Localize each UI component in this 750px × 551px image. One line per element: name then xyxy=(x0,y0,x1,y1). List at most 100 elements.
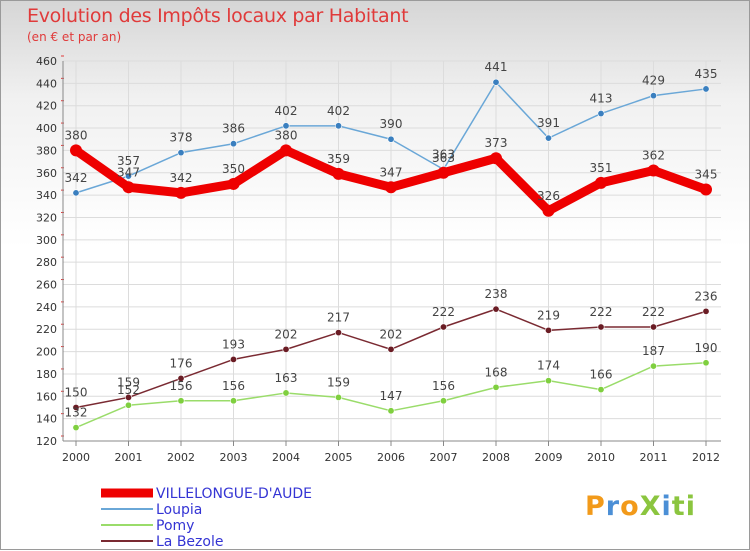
logo-letter: r xyxy=(605,491,621,522)
data-label-2-8: 168 xyxy=(485,365,508,379)
x-tick-label: 2006 xyxy=(377,451,405,464)
x-tick-label: 2010 xyxy=(587,451,615,464)
logo-letter: o xyxy=(620,491,640,522)
point-1-9 xyxy=(544,134,552,142)
point-2-1 xyxy=(125,401,133,409)
grid xyxy=(63,60,721,442)
data-label-0-12: 345 xyxy=(695,168,718,182)
y-tick-label: 320 xyxy=(36,211,57,224)
point-1-3 xyxy=(230,140,238,148)
point-1-5 xyxy=(334,122,342,130)
data-label-1-10: 413 xyxy=(590,92,613,106)
y-tick-label: 180 xyxy=(36,368,57,381)
data-label-2-1: 152 xyxy=(117,383,140,397)
data-label-2-10: 166 xyxy=(590,368,613,382)
point-2-0 xyxy=(72,424,80,432)
data-label-3-11: 222 xyxy=(642,305,665,319)
x-tick-label: 2004 xyxy=(272,451,300,464)
data-label-1-2: 378 xyxy=(170,131,193,145)
point-0-1 xyxy=(122,181,135,194)
point-2-12 xyxy=(702,359,710,367)
point-1-2 xyxy=(177,149,185,157)
data-label-0-5: 359 xyxy=(327,152,350,166)
point-2-4 xyxy=(282,389,290,397)
chart-subtitle: (en € et par an) xyxy=(27,30,122,44)
data-label-0-3: 350 xyxy=(222,162,245,176)
x-tick-label: 2009 xyxy=(535,451,563,464)
legend-label-1: Loupia xyxy=(156,502,202,518)
y-tick-label: 140 xyxy=(36,413,57,426)
x-tick-label: 2001 xyxy=(115,451,143,464)
point-1-11 xyxy=(649,92,657,100)
legend-label-0: VILLELONGUE-D'AUDE xyxy=(156,486,312,502)
data-label-3-9: 219 xyxy=(537,308,560,322)
point-1-4 xyxy=(282,122,290,130)
point-3-2 xyxy=(177,374,185,382)
x-tick-label: 2008 xyxy=(482,451,510,464)
point-1-8 xyxy=(492,78,500,86)
y-tick-label: 160 xyxy=(36,390,57,403)
data-label-3-4: 202 xyxy=(275,327,298,341)
point-2-10 xyxy=(597,386,605,394)
point-3-11 xyxy=(649,323,657,331)
data-label-2-6: 147 xyxy=(380,389,403,403)
y-tick-label: 340 xyxy=(36,189,57,202)
chart-title: Evolution des Impôts locaux par Habitant xyxy=(27,5,409,27)
data-label-2-3: 156 xyxy=(222,379,245,393)
point-1-0 xyxy=(72,189,80,197)
legend-label-3: La Bezole xyxy=(156,534,223,550)
point-2-11 xyxy=(649,362,657,370)
point-2-9 xyxy=(544,377,552,385)
point-3-5 xyxy=(334,329,342,337)
point-1-10 xyxy=(597,110,605,118)
point-3-12 xyxy=(702,307,710,315)
point-0-6 xyxy=(385,181,397,194)
y-tick-label: 420 xyxy=(36,100,57,113)
point-2-6 xyxy=(387,407,395,415)
data-label-2-9: 174 xyxy=(537,359,560,373)
data-label-0-9: 326 xyxy=(537,189,560,203)
y-tick-label: 200 xyxy=(36,346,57,359)
logo-letter: t xyxy=(671,491,686,522)
data-label-3-8: 238 xyxy=(485,287,508,301)
data-label-2-0: 132 xyxy=(65,406,88,420)
data-label-0-6: 347 xyxy=(380,165,403,179)
y-tick-label: 380 xyxy=(36,144,57,157)
point-1-1 xyxy=(125,172,133,180)
point-0-8 xyxy=(490,152,502,165)
y-tick-label: 300 xyxy=(36,234,57,247)
point-0-10 xyxy=(595,176,607,189)
data-label-0-4: 380 xyxy=(275,128,298,142)
data-label-2-7: 156 xyxy=(432,379,455,393)
point-3-4 xyxy=(282,345,290,353)
data-label-1-8: 441 xyxy=(485,60,508,74)
data-label-3-3: 193 xyxy=(222,337,245,351)
point-0-7 xyxy=(437,166,450,179)
point-0-2 xyxy=(175,186,187,199)
legend-label-2: Pomy xyxy=(156,518,194,534)
data-label-3-7: 222 xyxy=(432,305,455,319)
y-tick-label: 360 xyxy=(36,167,57,180)
data-label-3-2: 176 xyxy=(170,356,193,370)
data-label-0-0: 380 xyxy=(65,128,88,142)
point-3-7 xyxy=(439,323,447,331)
point-0-0 xyxy=(70,144,82,157)
data-label-1-3: 386 xyxy=(222,122,245,136)
data-label-0-2: 342 xyxy=(170,171,193,185)
axes: 120 140 160 180 200 220 240 260 280 300 320 340 360 3… xyxy=(36,55,721,464)
point-0-9 xyxy=(542,204,555,217)
data-label-1-6: 390 xyxy=(380,117,403,131)
point-3-0 xyxy=(72,403,80,411)
point-3-3 xyxy=(230,355,238,363)
x-tick-label: 2005 xyxy=(325,451,353,464)
point-0-12 xyxy=(700,183,712,196)
data-label-3-12: 236 xyxy=(695,289,718,303)
point-3-10 xyxy=(597,323,605,331)
data-label-2-4: 163 xyxy=(275,371,298,385)
y-tick-label: 220 xyxy=(36,323,57,336)
point-1-6 xyxy=(387,135,395,143)
series-layer xyxy=(70,78,712,432)
point-0-11 xyxy=(647,164,660,177)
